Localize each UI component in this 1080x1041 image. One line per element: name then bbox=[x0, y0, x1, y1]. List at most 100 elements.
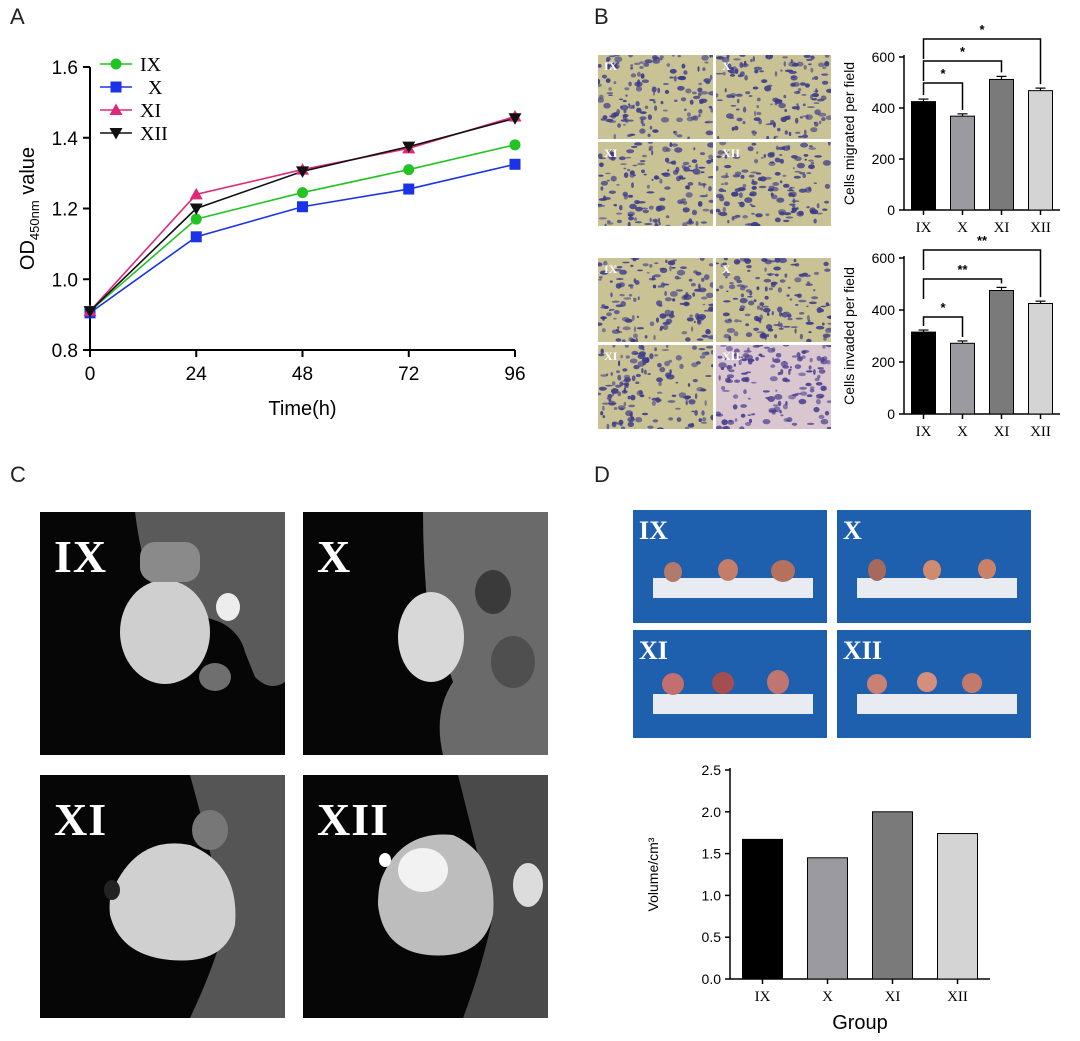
stained-cell bbox=[651, 150, 654, 156]
stained-cell bbox=[720, 367, 725, 370]
stained-cell bbox=[745, 332, 753, 338]
stained-cell bbox=[669, 142, 673, 147]
stained-cell bbox=[685, 88, 692, 94]
legend-label-XI: XI bbox=[140, 100, 161, 122]
stained-cell bbox=[791, 200, 800, 203]
stained-cell bbox=[625, 355, 630, 359]
data-point-IX bbox=[297, 187, 308, 199]
stained-cell bbox=[624, 87, 630, 91]
stained-cell bbox=[652, 419, 659, 423]
stained-cell bbox=[692, 91, 697, 95]
data-point-XII bbox=[296, 166, 309, 178]
stained-cell bbox=[664, 186, 671, 190]
stained-cell bbox=[708, 154, 713, 160]
bar-X bbox=[950, 115, 975, 211]
stained-cell bbox=[787, 286, 791, 289]
stained-cell bbox=[772, 97, 779, 102]
stained-cell bbox=[613, 317, 617, 320]
stained-cell bbox=[721, 419, 728, 426]
stained-cell bbox=[658, 217, 661, 224]
stained-cell bbox=[651, 400, 656, 406]
mri-image-3: XI bbox=[40, 775, 285, 1018]
data-point-X bbox=[509, 158, 521, 170]
stained-cell bbox=[747, 397, 751, 400]
stained-cell bbox=[816, 355, 822, 362]
stained-cell bbox=[611, 329, 620, 334]
stained-cell bbox=[701, 334, 709, 338]
stained-cell bbox=[600, 374, 608, 377]
stained-cell bbox=[627, 211, 635, 217]
stained-cell bbox=[669, 291, 678, 297]
stained-cell bbox=[669, 76, 674, 79]
stained-cell bbox=[747, 414, 752, 416]
stained-cell bbox=[607, 220, 611, 223]
stained-cell bbox=[629, 203, 637, 210]
bar-XI bbox=[872, 811, 913, 980]
stained-cell bbox=[755, 345, 764, 347]
stained-cell bbox=[826, 327, 831, 330]
stained-cell bbox=[728, 369, 735, 373]
y-tick-label: 0.8 bbox=[52, 341, 78, 362]
stained-cell bbox=[804, 158, 807, 161]
stained-cell bbox=[783, 183, 790, 188]
stained-cell bbox=[742, 121, 746, 125]
stained-cell bbox=[813, 102, 820, 104]
stained-cell bbox=[793, 258, 797, 263]
stained-cell bbox=[810, 94, 813, 100]
stained-cell bbox=[676, 269, 686, 276]
stained-cell bbox=[652, 284, 657, 289]
stained-cell bbox=[608, 87, 612, 91]
stained-cell bbox=[756, 111, 762, 116]
stained-cell bbox=[815, 382, 823, 386]
stained-cell bbox=[629, 286, 634, 289]
stained-cell bbox=[600, 186, 604, 191]
stained-cell bbox=[813, 218, 817, 224]
stained-cell bbox=[794, 156, 802, 161]
stained-cell bbox=[646, 191, 655, 194]
stained-cell bbox=[637, 201, 646, 204]
stained-cell bbox=[631, 314, 635, 321]
stained-cell bbox=[702, 417, 707, 422]
stained-cell bbox=[615, 212, 623, 215]
y-tick-label: 0.5 bbox=[702, 929, 722, 945]
stained-cell bbox=[676, 134, 683, 138]
stained-cell bbox=[674, 130, 678, 136]
stained-cell bbox=[721, 386, 726, 391]
data-point-X bbox=[190, 231, 202, 243]
stained-cell bbox=[733, 275, 741, 281]
stained-cell bbox=[740, 174, 745, 179]
stained-cell bbox=[742, 215, 748, 219]
stained-cell bbox=[693, 172, 701, 175]
x-tick-label: IX bbox=[916, 220, 932, 236]
y-tick-label: 600 bbox=[872, 49, 896, 65]
stained-cell bbox=[651, 86, 657, 93]
stained-cell bbox=[664, 360, 670, 367]
stained-cell bbox=[827, 304, 831, 306]
stained-cell bbox=[675, 355, 682, 361]
stained-cell bbox=[756, 317, 762, 322]
stained-cell bbox=[613, 407, 618, 410]
stained-cell bbox=[608, 402, 617, 405]
stained-cell bbox=[777, 127, 781, 132]
stained-cell bbox=[659, 267, 665, 270]
stained-cell bbox=[820, 385, 827, 391]
stained-cell bbox=[745, 371, 752, 374]
stained-cell bbox=[798, 398, 807, 405]
stained-cell bbox=[785, 216, 794, 219]
stained-cell bbox=[807, 106, 815, 108]
stained-cell bbox=[723, 425, 731, 429]
stained-cell bbox=[732, 215, 738, 220]
stained-cell bbox=[685, 292, 689, 298]
stained-cell bbox=[708, 263, 713, 267]
stained-cell bbox=[790, 82, 796, 87]
stained-cell bbox=[687, 112, 691, 117]
stained-cell bbox=[823, 261, 829, 267]
stained-cell bbox=[709, 55, 712, 58]
stained-cell bbox=[599, 270, 609, 275]
stained-cell bbox=[675, 381, 679, 384]
stained-cell bbox=[639, 394, 645, 398]
stained-cell bbox=[621, 389, 628, 394]
stained-cell bbox=[608, 399, 612, 402]
stained-cell bbox=[825, 345, 831, 348]
stained-cell bbox=[804, 83, 810, 88]
